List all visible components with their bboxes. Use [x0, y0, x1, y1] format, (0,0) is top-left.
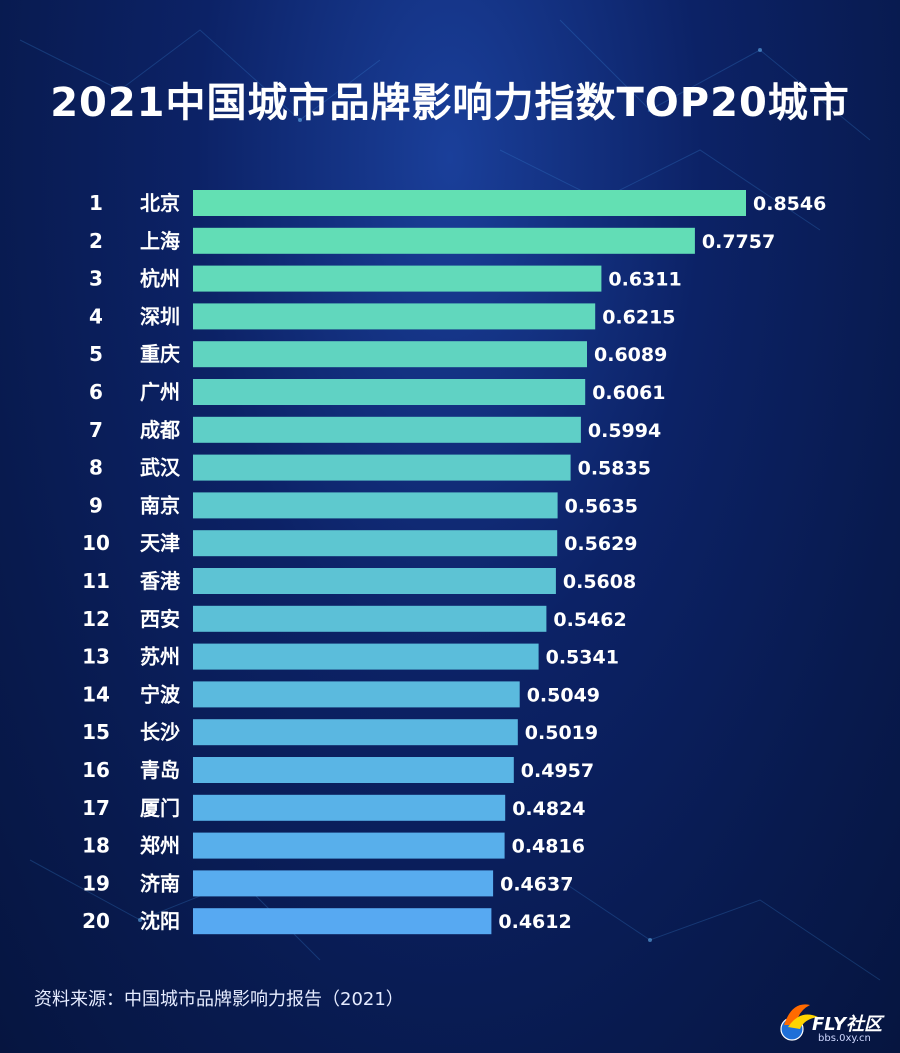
rank-label: 9	[89, 493, 103, 517]
fly-logo-icon	[780, 1004, 818, 1041]
rank-label: 20	[82, 909, 110, 933]
bar	[193, 643, 539, 670]
rank-label: 8	[89, 456, 103, 480]
rank-label: 6	[89, 380, 103, 404]
value-label: 0.5835	[578, 458, 651, 480]
bar	[193, 605, 547, 632]
rank-label: 7	[89, 418, 103, 442]
value-label: 0.8546	[753, 193, 826, 215]
category-label: 武汉	[140, 456, 181, 480]
value-label: 0.5341	[546, 647, 619, 669]
rank-label: 19	[82, 871, 110, 895]
rank-label: 14	[82, 682, 110, 706]
bar	[193, 227, 695, 254]
bar	[193, 454, 571, 481]
category-label: 深圳	[140, 304, 180, 328]
category-label: 厦门	[140, 796, 180, 820]
value-label: 0.6089	[594, 344, 667, 366]
bar	[193, 832, 505, 859]
category-label: 济南	[140, 871, 180, 895]
category-label: 天津	[140, 531, 180, 555]
bar	[193, 794, 506, 821]
category-label: 沈阳	[140, 909, 180, 933]
value-label: 0.5629	[564, 533, 637, 555]
category-label: 上海	[140, 229, 180, 253]
bar	[193, 492, 558, 519]
chart-title: 2021中国城市品牌影响力指数TOP20城市	[50, 80, 850, 126]
bar	[193, 265, 602, 292]
category-label: 广州	[140, 380, 180, 404]
category-label: 北京	[140, 191, 180, 215]
rank-label: 15	[82, 720, 110, 744]
value-label: 0.5019	[525, 722, 598, 744]
rank-label: 17	[82, 796, 110, 820]
value-label: 0.4637	[500, 873, 573, 895]
category-label: 苏州	[140, 645, 180, 669]
value-label: 0.6311	[608, 269, 681, 291]
value-label: 0.5608	[563, 571, 636, 593]
bar	[193, 303, 596, 330]
bar	[193, 870, 494, 897]
rank-label: 5	[89, 342, 103, 366]
rank-label: 11	[82, 569, 110, 593]
bar	[193, 530, 558, 557]
bar	[193, 379, 586, 405]
value-label: 0.5994	[588, 420, 661, 442]
category-label: 香港	[140, 569, 181, 593]
category-label: 宁波	[140, 682, 181, 706]
bar	[193, 341, 587, 368]
rank-label: 18	[82, 834, 110, 858]
rank-label: 1	[89, 191, 103, 215]
value-label: 0.4824	[512, 798, 585, 820]
bar	[193, 190, 746, 216]
value-label: 0.5462	[553, 609, 626, 631]
category-label: 南京	[140, 493, 180, 517]
category-label: 重庆	[140, 342, 180, 366]
bar	[193, 568, 556, 594]
value-label: 0.6061	[592, 382, 665, 404]
rank-label: 13	[82, 645, 110, 669]
bar	[193, 719, 518, 746]
value-label: 0.5635	[565, 495, 638, 517]
category-label: 杭州	[140, 267, 180, 291]
watermark-brand: FLY社区	[812, 1014, 882, 1035]
value-label: 0.4612	[498, 911, 571, 933]
rank-label: 16	[82, 758, 110, 782]
category-label: 长沙	[140, 720, 180, 744]
rank-label: 4	[89, 304, 103, 328]
value-label: 0.7757	[702, 231, 775, 253]
watermark-site: bbs.0xy.cn	[818, 1033, 871, 1044]
category-label: 郑州	[140, 834, 180, 858]
rank-label: 10	[82, 531, 110, 555]
bar	[193, 416, 581, 443]
bar	[193, 908, 492, 935]
category-label: 成都	[140, 418, 180, 442]
category-label: 西安	[140, 607, 180, 631]
source-note: 资料来源：中国城市品牌影响力报告（2021）	[34, 989, 404, 1010]
value-label: 0.4816	[512, 836, 585, 858]
value-label: 0.5049	[527, 684, 600, 706]
rank-label: 3	[89, 267, 103, 291]
rank-label: 12	[82, 607, 110, 631]
value-label: 0.4957	[521, 760, 594, 782]
bar	[193, 681, 520, 708]
category-label: 青岛	[140, 758, 180, 782]
rank-label: 2	[89, 229, 103, 253]
bar	[193, 757, 514, 783]
value-label: 0.6215	[602, 306, 675, 328]
